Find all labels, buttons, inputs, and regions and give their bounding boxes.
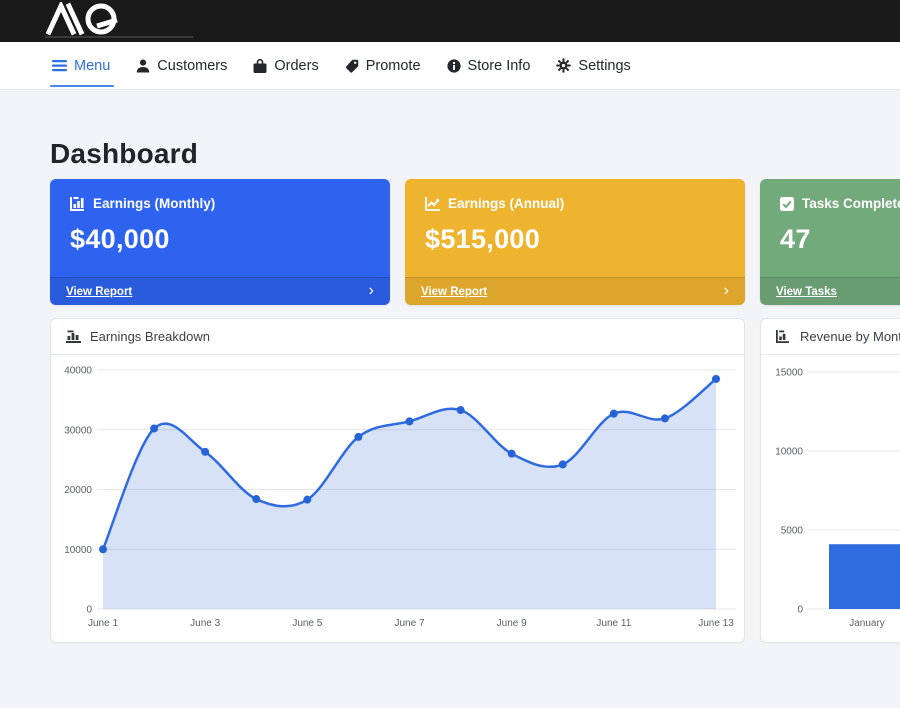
earnings-line-chart: 0 10000 20000 30000 40000 June 1 June 3 June 5 J… [64, 366, 736, 629]
stat-card-title: Earnings (Annual) [448, 196, 565, 211]
main-nav: Menu Customers Orders Promote Store Info [0, 42, 900, 90]
stat-card-value: 47 [780, 224, 811, 254]
chart-bar-icon [70, 196, 84, 211]
svg-text:0: 0 [797, 605, 803, 616]
nav-item-label: Customers [157, 57, 228, 74]
svg-text:June 11: June 11 [596, 618, 631, 629]
stat-card-link-label: View Report [421, 285, 488, 298]
logo-underline [45, 36, 193, 38]
top-app-bar [0, 0, 900, 42]
svg-text:0: 0 [86, 605, 92, 616]
check-square-icon [780, 196, 794, 211]
svg-text:15000: 15000 [775, 368, 803, 379]
nav-item-label: Menu [74, 57, 111, 74]
line-chart-area: 0 10000 20000 30000 40000 June 1 June 3 June 5 J… [51, 355, 744, 642]
nav-item-orders[interactable]: Orders [253, 42, 319, 89]
nav-item-settings[interactable]: Settings [556, 42, 631, 89]
revenue-by-month-card: Revenue by Month 0 5000 10000 15000 January [760, 318, 900, 643]
svg-text:40000: 40000 [64, 366, 92, 377]
stat-card-title: Tasks Completed [802, 196, 900, 211]
stat-card-earnings-annual: Earnings (Annual) $515,000 View Report › [405, 179, 745, 305]
stat-card-earnings-monthly: Earnings (Monthly) $40,000 View Report › [50, 179, 390, 305]
chart-line-icon [425, 196, 440, 211]
brand-logo[interactable] [45, 0, 137, 41]
person-icon [137, 59, 150, 72]
tag-icon [345, 59, 358, 73]
nav-item-label: Settings [578, 57, 631, 74]
view-report-link[interactable]: View Report › [50, 277, 390, 305]
brand-logo-icon [45, 0, 118, 35]
stat-card-title: Earnings (Monthly) [93, 196, 216, 211]
main-content: Dashboard Earnings (Monthly) $40,000 Vie… [0, 138, 900, 643]
svg-text:10000: 10000 [775, 447, 803, 458]
chart-title: Revenue by Month [800, 329, 900, 344]
gear-icon [556, 58, 572, 73]
chart-card-header: Earnings Breakdown [51, 319, 744, 355]
bar-chart-area: 0 5000 10000 15000 January [761, 355, 900, 642]
stat-card-title-row: Tasks Completed [780, 196, 900, 211]
chart-title: Earnings Breakdown [90, 329, 210, 344]
svg-text:June 7: June 7 [394, 618, 424, 629]
nav-item-customers[interactable]: Customers [136, 42, 227, 89]
stat-card-tasks-completed: Tasks Completed 47 View Tasks › [760, 179, 900, 305]
stat-card-value: $40,000 [70, 224, 170, 254]
earnings-breakdown-card: Earnings Breakdown 0 10000 20000 30000 40000… [50, 318, 745, 643]
nav-item-store-info[interactable]: Store Info [446, 42, 531, 89]
nav-item-promote[interactable]: Promote [345, 42, 421, 89]
svg-text:10000: 10000 [64, 545, 92, 556]
nav-item-label: Promote [365, 57, 421, 74]
bag-icon [253, 58, 267, 73]
svg-text:June 3: June 3 [190, 618, 220, 629]
stat-card-link-label: View Report [66, 285, 133, 298]
svg-text:20000: 20000 [64, 485, 92, 496]
svg-text:January: January [849, 618, 885, 629]
chevron-right-icon: › [723, 281, 729, 299]
stat-card-title-row: Earnings (Monthly) [70, 196, 370, 211]
stat-card-link-label: View Tasks [776, 285, 837, 298]
chart-bar-icon [66, 330, 81, 343]
chart-card-header: Revenue by Month [761, 319, 900, 355]
stat-card-value: $515,000 [425, 224, 541, 254]
svg-text:June 9: June 9 [497, 618, 527, 629]
svg-text:June 1: June 1 [88, 618, 118, 629]
revenue-bar-chart: 0 5000 10000 15000 January [775, 368, 900, 629]
nav-item-label: Store Info [467, 57, 531, 74]
page-title: Dashboard [50, 138, 199, 169]
nav-item-menu[interactable]: Menu [50, 42, 115, 89]
view-tasks-link[interactable]: View Tasks › [760, 277, 900, 305]
chevron-right-icon: › [368, 281, 374, 299]
stat-card-title-row: Earnings (Annual) [425, 196, 725, 211]
hamburger-icon [52, 60, 67, 72]
info-circle-icon [446, 58, 461, 73]
svg-text:June 5: June 5 [292, 618, 322, 629]
active-tab-underline [50, 85, 115, 87]
charts-row: Earnings Breakdown 0 10000 20000 30000 40000… [50, 318, 900, 643]
stat-cards-row: Earnings (Monthly) $40,000 View Report ›… [50, 179, 900, 305]
nav-item-label: Orders [274, 57, 319, 74]
view-report-link[interactable]: View Report › [405, 277, 745, 305]
chart-bar-icon [776, 330, 789, 343]
svg-text:5000: 5000 [781, 526, 804, 537]
svg-text:30000: 30000 [64, 425, 92, 436]
svg-text:June 13: June 13 [698, 618, 734, 629]
